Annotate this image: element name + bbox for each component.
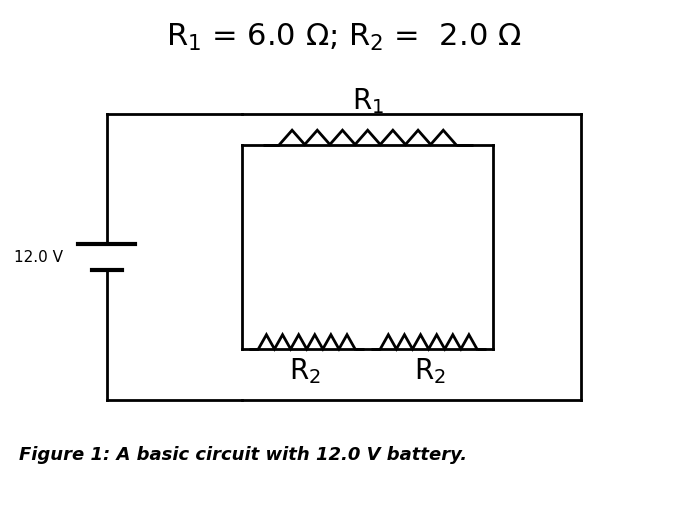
Text: R$_2$: R$_2$	[289, 357, 321, 387]
Text: 12.0 V: 12.0 V	[14, 249, 63, 265]
Text: R$_1$ = 6.0 Ω; R$_2$ =  2.0 Ω: R$_1$ = 6.0 Ω; R$_2$ = 2.0 Ω	[166, 22, 522, 53]
Text: Figure 1: A basic circuit with 12.0 V battery.: Figure 1: A basic circuit with 12.0 V ba…	[19, 446, 467, 464]
Text: R$_1$: R$_1$	[352, 87, 384, 116]
Text: R$_2$: R$_2$	[415, 357, 446, 387]
